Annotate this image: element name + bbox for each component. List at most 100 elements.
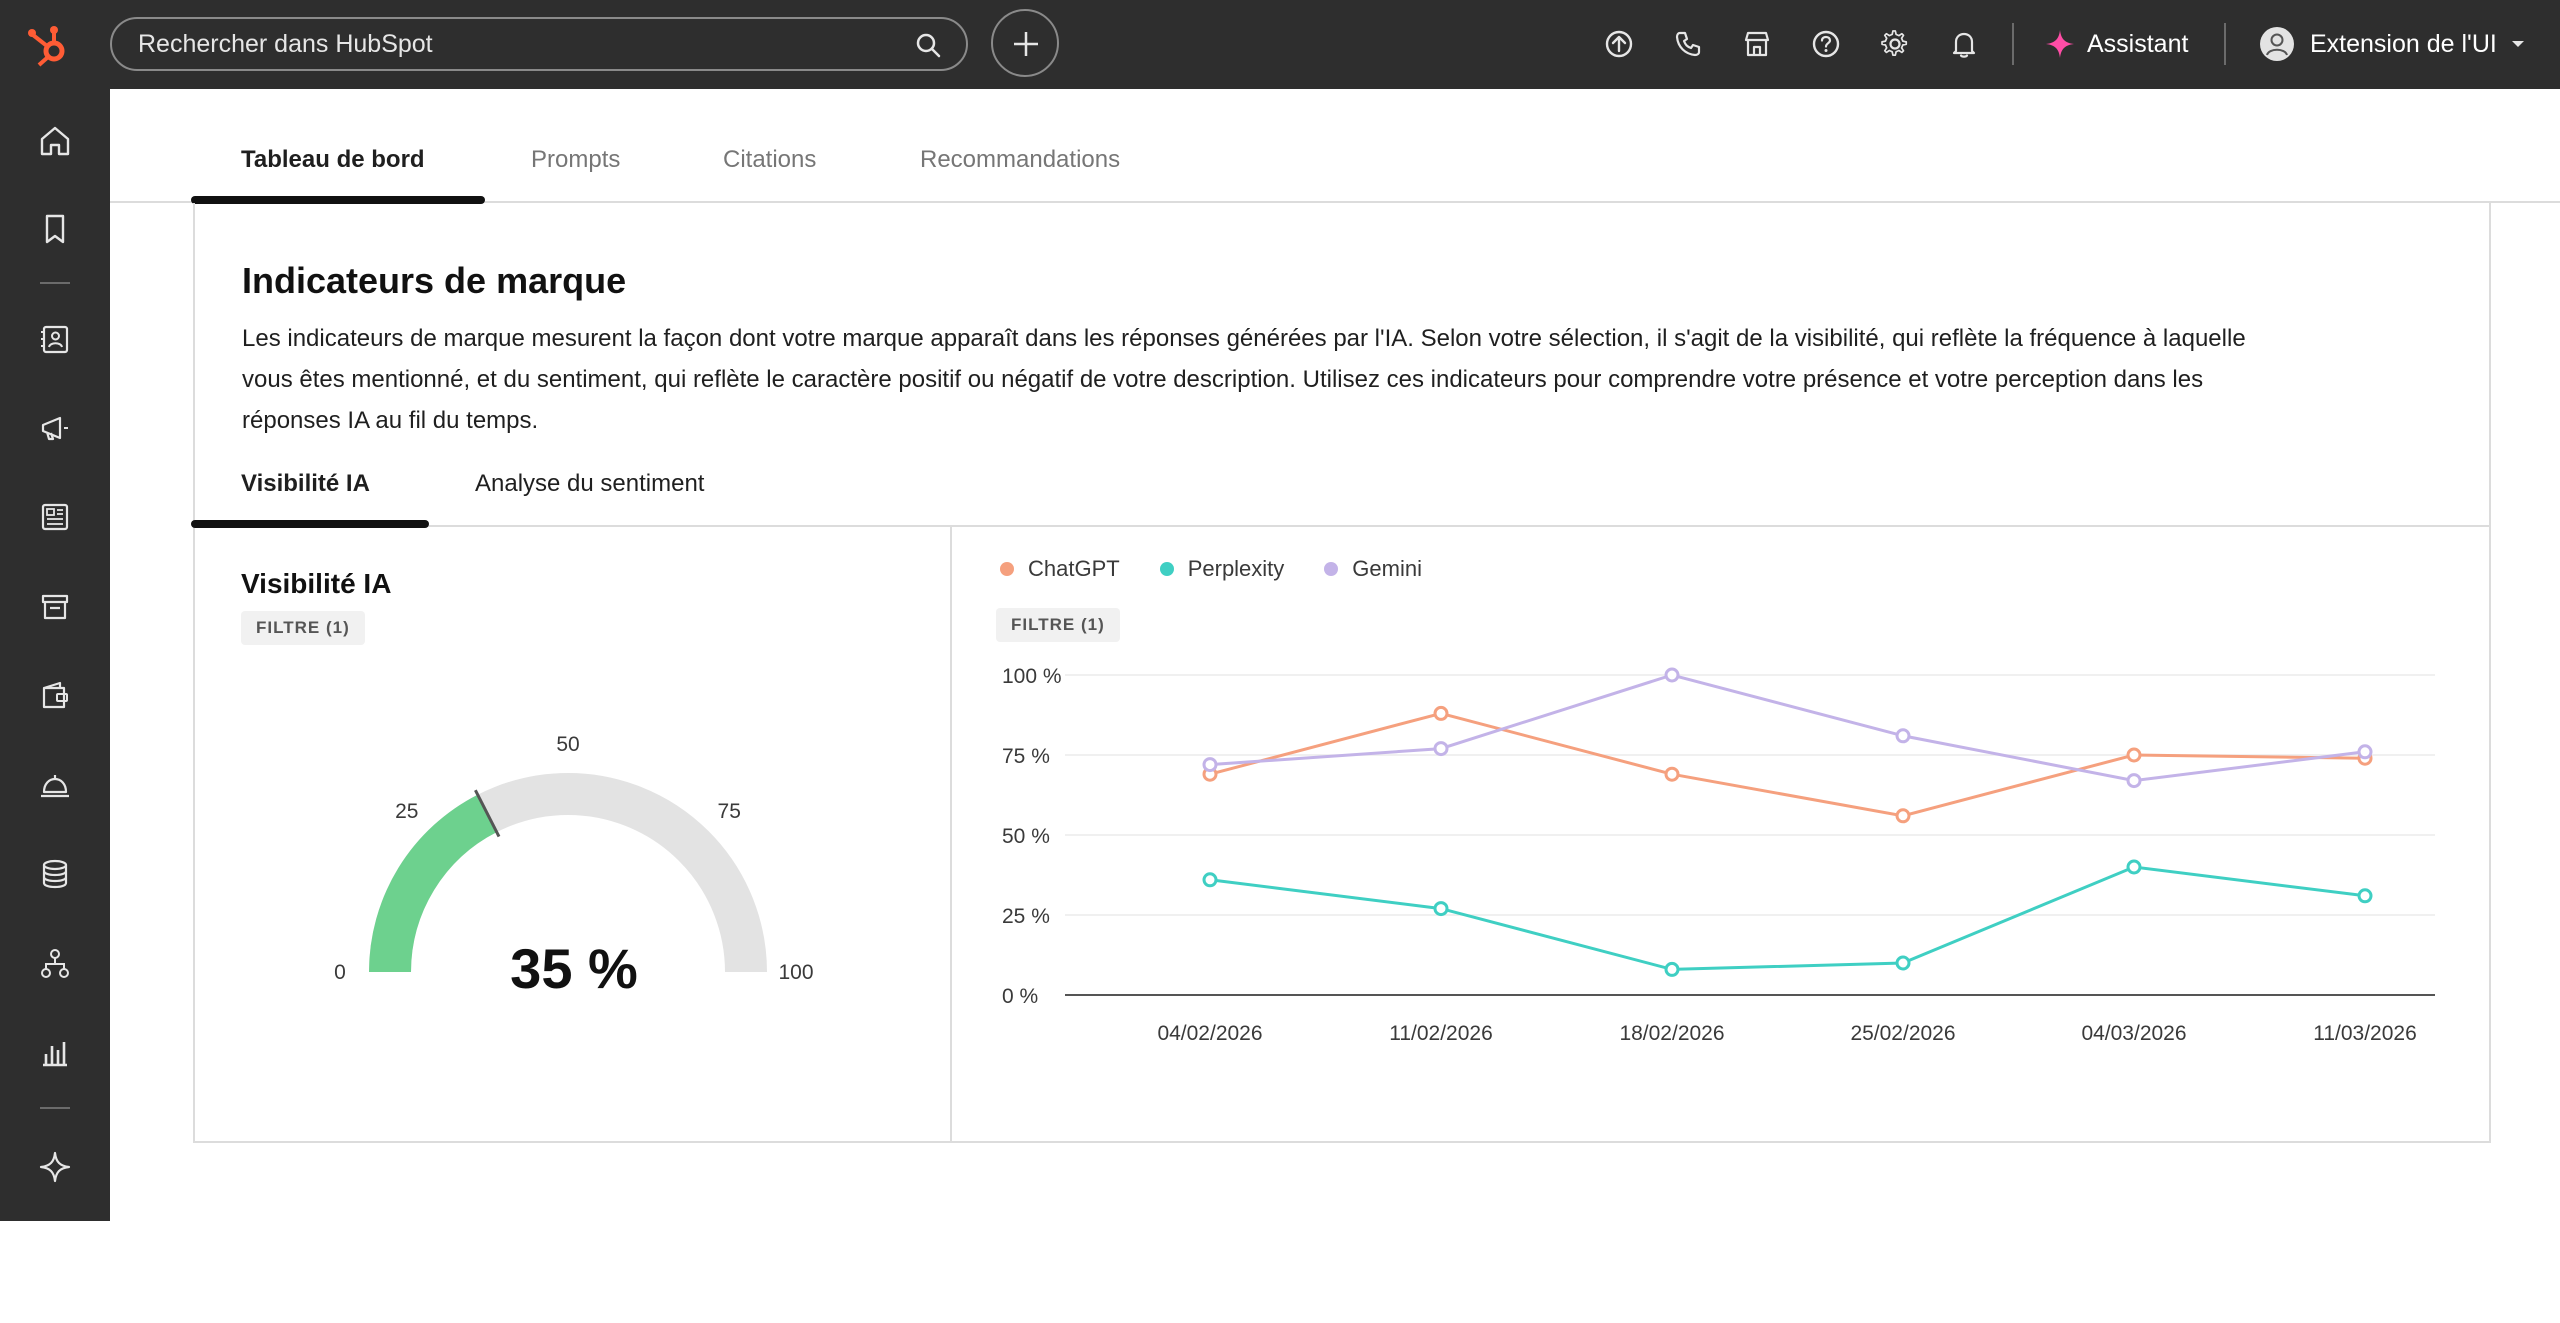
card-title: Indicateurs de marque bbox=[242, 260, 627, 301]
top-navigation-bar: Rechercher dans HubSpot bbox=[0, 0, 2560, 89]
legend-dot bbox=[1159, 562, 1174, 576]
gauge-tick-label: 100 bbox=[778, 961, 813, 984]
filter-badge[interactable]: FILTRE (1) bbox=[996, 608, 1120, 642]
gauge-value: 35 % bbox=[510, 937, 638, 1000]
subtabs-divider bbox=[193, 525, 2491, 527]
automation-workflow-icon[interactable] bbox=[36, 945, 74, 983]
service-bell-icon[interactable] bbox=[36, 766, 74, 804]
gauge-tick-label: 50 bbox=[556, 733, 579, 756]
data-point-gemini bbox=[2357, 744, 2373, 760]
left-sidebar bbox=[0, 89, 110, 1221]
global-search-input[interactable]: Rechercher dans HubSpot bbox=[110, 17, 968, 71]
series-line-perplexity bbox=[1209, 865, 2366, 971]
plus-icon bbox=[1014, 32, 1038, 56]
legend-dot bbox=[1324, 562, 1339, 576]
tabs-divider bbox=[110, 201, 2560, 203]
topbar-divider bbox=[2224, 23, 2226, 65]
legend-label: ChatGPT bbox=[1028, 556, 1120, 581]
notifications-bell-icon[interactable] bbox=[1947, 27, 1981, 61]
chevron-down-icon bbox=[2511, 41, 2524, 47]
y-tick-label: 0 % bbox=[1002, 985, 1038, 1008]
filter-badge[interactable]: FILTRE (1) bbox=[241, 611, 365, 645]
data-point-gemini bbox=[1433, 741, 1449, 757]
sparkle-icon bbox=[2046, 30, 2074, 58]
user-icon bbox=[2266, 33, 2288, 56]
data-point-chatgpt bbox=[1895, 808, 1911, 824]
active-tab-indicator bbox=[191, 196, 485, 204]
data-point-chatgpt bbox=[1433, 705, 1449, 721]
y-tick-label: 25 % bbox=[1002, 905, 1050, 928]
tab-dashboard[interactable]: Tableau de bord bbox=[241, 146, 425, 173]
data-point-perplexity bbox=[2357, 888, 2373, 904]
contacts-icon[interactable] bbox=[36, 320, 74, 358]
database-icon[interactable] bbox=[36, 855, 74, 893]
x-tick-label: 11/03/2026 bbox=[2313, 1022, 2417, 1045]
data-point-perplexity bbox=[2126, 859, 2142, 875]
x-tick-label: 11/02/2026 bbox=[1389, 1022, 1493, 1045]
y-tick-label: 75 % bbox=[1002, 745, 1050, 768]
gauge-tick-label: 75 bbox=[718, 800, 741, 823]
y-tick-label: 100 % bbox=[1002, 665, 1062, 688]
data-point-perplexity bbox=[1202, 872, 1218, 888]
data-point-perplexity bbox=[1433, 901, 1449, 917]
reporting-bar-chart-icon[interactable] bbox=[36, 1034, 74, 1072]
commerce-store-icon[interactable] bbox=[36, 587, 74, 625]
assistant-button[interactable]: Assistant bbox=[2045, 22, 2188, 66]
chart-legend: ChatGPT Perplexity Gemini bbox=[1000, 556, 1462, 582]
data-point-gemini bbox=[1895, 728, 1911, 744]
content-icon[interactable] bbox=[36, 498, 74, 536]
legend-dot bbox=[1000, 562, 1014, 576]
sidebar-divider bbox=[40, 1107, 70, 1109]
data-point-perplexity bbox=[1664, 961, 1680, 977]
x-tick-label: 04/02/2026 bbox=[1157, 1022, 1262, 1045]
legend-label: Gemini bbox=[1352, 556, 1422, 581]
account-menu[interactable]: Extension de l'UI bbox=[2260, 22, 2529, 66]
x-tick-label: 25/02/2026 bbox=[1850, 1022, 1955, 1045]
marketing-megaphone-icon[interactable] bbox=[36, 409, 74, 447]
settings-gear-icon[interactable] bbox=[1878, 27, 1912, 61]
data-point-chatgpt bbox=[2126, 747, 2142, 763]
legend-item-chatgpt[interactable]: ChatGPT bbox=[1000, 556, 1120, 582]
tab-recommendations[interactable]: Recommandations bbox=[920, 146, 1121, 173]
subtab-ai-visibility[interactable]: Visibilité IA bbox=[241, 470, 370, 497]
gauge-needle bbox=[474, 789, 501, 838]
data-point-gemini bbox=[1202, 757, 1218, 773]
tab-prompts[interactable]: Prompts bbox=[531, 146, 621, 173]
visibility-trend-chart: 0 % 25 % 50 % 75 % 100 % 04/02/2026 11/02/2026… bbox=[1002, 665, 2435, 1045]
data-point-chatgpt bbox=[1664, 766, 1680, 782]
search-icon[interactable] bbox=[914, 31, 942, 59]
assistant-label: Assistant bbox=[2087, 29, 2189, 58]
tab-citations[interactable]: Citations bbox=[723, 146, 817, 173]
avatar bbox=[2260, 27, 2294, 61]
gauge-tick-label: 0 bbox=[334, 961, 346, 984]
sidebar-divider bbox=[40, 282, 70, 284]
home-icon[interactable] bbox=[36, 122, 74, 160]
y-tick-label: 50 % bbox=[1002, 825, 1050, 848]
legend-label: Perplexity bbox=[1187, 556, 1285, 581]
help-icon[interactable] bbox=[1809, 27, 1843, 61]
hubspot-logo-icon[interactable] bbox=[24, 20, 74, 70]
marketplace-icon[interactable] bbox=[1740, 27, 1774, 61]
data-point-perplexity bbox=[1895, 955, 1911, 971]
gauge-tick-label: 25 bbox=[395, 800, 418, 823]
subtab-sentiment-analysis[interactable]: Analyse du sentiment bbox=[475, 470, 705, 497]
legend-item-perplexity[interactable]: Perplexity bbox=[1159, 556, 1285, 582]
topbar-divider bbox=[2012, 23, 2014, 65]
ai-sparkle-icon[interactable] bbox=[36, 1148, 74, 1186]
bookmark-icon[interactable] bbox=[36, 210, 74, 248]
x-tick-label: 18/02/2026 bbox=[1619, 1022, 1724, 1045]
visibility-panel-title: Visibilité IA bbox=[241, 568, 392, 599]
card-description: Les indicateurs de marque mesurent la fa… bbox=[242, 325, 2246, 434]
upgrade-icon[interactable] bbox=[1602, 27, 1636, 61]
active-subtab-indicator bbox=[191, 520, 429, 528]
visibility-gauge: 0 25 50 75 100 35 % bbox=[334, 733, 813, 1000]
wallet-icon[interactable] bbox=[36, 677, 74, 715]
create-new-button[interactable] bbox=[991, 9, 1059, 77]
phone-icon[interactable] bbox=[1671, 27, 1705, 61]
series-line-chatgpt bbox=[1209, 711, 2366, 818]
x-tick-label: 04/03/2026 bbox=[2081, 1022, 2186, 1045]
data-point-gemini bbox=[1664, 667, 1680, 683]
series-line-gemini bbox=[1209, 673, 2366, 783]
brand-indicators-card bbox=[193, 203, 2491, 1143]
legend-item-gemini[interactable]: Gemini bbox=[1324, 556, 1422, 582]
